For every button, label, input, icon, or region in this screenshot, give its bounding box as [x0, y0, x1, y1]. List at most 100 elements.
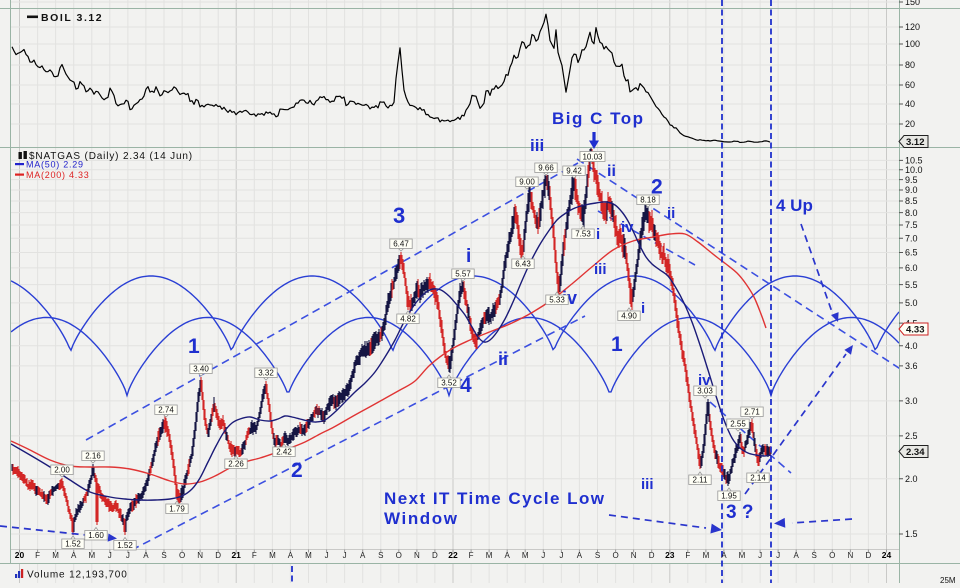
svg-text:9.00: 9.00	[519, 178, 535, 187]
svg-text:2.0: 2.0	[905, 474, 918, 484]
svg-text:60: 60	[905, 80, 915, 90]
svg-text:2: 2	[291, 459, 303, 482]
svg-text:150: 150	[905, 0, 920, 7]
svg-text:4.90: 4.90	[621, 312, 637, 321]
svg-text:9.0: 9.0	[905, 185, 918, 195]
svg-text:J: J	[758, 551, 762, 560]
svg-text:S: S	[595, 551, 600, 560]
svg-text:22: 22	[448, 550, 458, 560]
svg-text:2.26: 2.26	[228, 460, 244, 469]
svg-text:2.34: 2.34	[906, 447, 925, 458]
svg-text:1.5: 1.5	[905, 529, 918, 539]
svg-text:i: i	[596, 226, 600, 243]
svg-text:A: A	[505, 551, 511, 560]
svg-text:2.74: 2.74	[158, 406, 174, 415]
svg-text:Window: Window	[384, 509, 459, 528]
svg-text:1.60: 1.60	[88, 531, 104, 540]
svg-text:N: N	[848, 551, 854, 560]
svg-text:A: A	[721, 551, 727, 560]
svg-text:ii: ii	[607, 163, 616, 180]
svg-text:O: O	[612, 551, 618, 560]
svg-text:A: A	[288, 551, 294, 560]
svg-text:5.57: 5.57	[455, 270, 471, 279]
svg-text:2.42: 2.42	[276, 448, 292, 457]
svg-text:O: O	[179, 551, 185, 560]
svg-text:4 Up: 4 Up	[776, 196, 813, 215]
svg-text:D: D	[432, 551, 438, 560]
svg-text:4.0: 4.0	[905, 341, 918, 351]
svg-text:120: 120	[905, 22, 920, 32]
svg-text:N: N	[197, 551, 203, 560]
svg-text:3.6: 3.6	[905, 361, 918, 371]
svg-text:MA(50) 2.29: MA(50) 2.29	[26, 160, 84, 170]
svg-text:J: J	[559, 551, 563, 560]
svg-text:S: S	[812, 551, 817, 560]
svg-text:6.47: 6.47	[393, 240, 409, 249]
svg-text:6.0: 6.0	[905, 263, 918, 273]
svg-text:J: J	[343, 551, 347, 560]
svg-text:21: 21	[231, 550, 241, 560]
svg-text:Volume 12,193,700: Volume 12,193,700	[27, 570, 128, 581]
svg-text:iii: iii	[530, 136, 544, 155]
svg-text:1: 1	[611, 333, 623, 356]
svg-text:S: S	[378, 551, 383, 560]
svg-text:6.5: 6.5	[905, 248, 918, 258]
svg-text:6.43: 6.43	[515, 260, 531, 269]
svg-text:9.42: 9.42	[566, 167, 582, 176]
svg-text:2.55: 2.55	[730, 420, 746, 429]
svg-text:3.52: 3.52	[441, 379, 457, 388]
svg-text:3.0: 3.0	[905, 396, 918, 406]
svg-text:20: 20	[15, 550, 25, 560]
svg-text:F: F	[685, 551, 690, 560]
svg-text:S: S	[161, 551, 166, 560]
svg-text:10.0: 10.0	[905, 165, 923, 175]
svg-text:2.14: 2.14	[750, 474, 766, 483]
svg-text:5.5: 5.5	[905, 280, 918, 290]
svg-text:5.33: 5.33	[549, 296, 565, 305]
svg-text:i: i	[641, 300, 645, 317]
svg-text:M: M	[269, 551, 276, 560]
svg-text:N: N	[631, 551, 637, 560]
svg-text:F: F	[469, 551, 474, 560]
svg-text:A: A	[143, 551, 149, 560]
svg-text:ii: ii	[498, 349, 508, 369]
svg-text:iv: iv	[621, 219, 634, 236]
svg-text:2: 2	[651, 176, 663, 199]
svg-text:N: N	[414, 551, 420, 560]
svg-text:i: i	[466, 246, 471, 267]
svg-text:M: M	[739, 551, 746, 560]
svg-text:2.16: 2.16	[85, 452, 101, 461]
svg-text:80: 80	[905, 60, 915, 70]
svg-text:9.66: 9.66	[538, 164, 554, 173]
svg-text:20: 20	[905, 119, 915, 129]
svg-text:10.5: 10.5	[905, 156, 923, 166]
svg-text:M: M	[52, 551, 59, 560]
svg-text:J: J	[126, 551, 130, 560]
svg-text:1.52: 1.52	[65, 540, 81, 549]
svg-text:A: A	[794, 551, 800, 560]
svg-text:F: F	[252, 551, 257, 560]
svg-text:4.82: 4.82	[400, 315, 416, 324]
svg-text:100: 100	[905, 39, 920, 49]
svg-text:$NATGAS (Daily) 2.34 (14 Jun): $NATGAS (Daily) 2.34 (14 Jun)	[29, 151, 193, 162]
svg-text:8.18: 8.18	[640, 196, 656, 205]
svg-text:A: A	[360, 551, 366, 560]
svg-text:3 ?: 3 ?	[726, 502, 753, 523]
svg-text:MA(200) 4.33: MA(200) 4.33	[26, 170, 90, 180]
svg-text:10.03: 10.03	[582, 153, 603, 162]
svg-text:Big C Top: Big C Top	[552, 109, 645, 128]
svg-text:J: J	[108, 551, 112, 560]
svg-text:BOIL 3.12: BOIL 3.12	[41, 12, 103, 24]
svg-text:4: 4	[460, 374, 472, 397]
svg-text:3.03: 3.03	[697, 387, 713, 396]
svg-text:2.5: 2.5	[905, 431, 918, 441]
svg-text:F: F	[35, 551, 40, 560]
svg-text:1.95: 1.95	[721, 492, 737, 501]
svg-text:D: D	[866, 551, 872, 560]
svg-text:ii: ii	[667, 205, 675, 222]
svg-text:O: O	[396, 551, 402, 560]
svg-text:8.0: 8.0	[905, 208, 918, 218]
svg-text:4.33: 4.33	[906, 325, 925, 336]
svg-text:J: J	[541, 551, 545, 560]
svg-text:25M: 25M	[940, 576, 956, 583]
